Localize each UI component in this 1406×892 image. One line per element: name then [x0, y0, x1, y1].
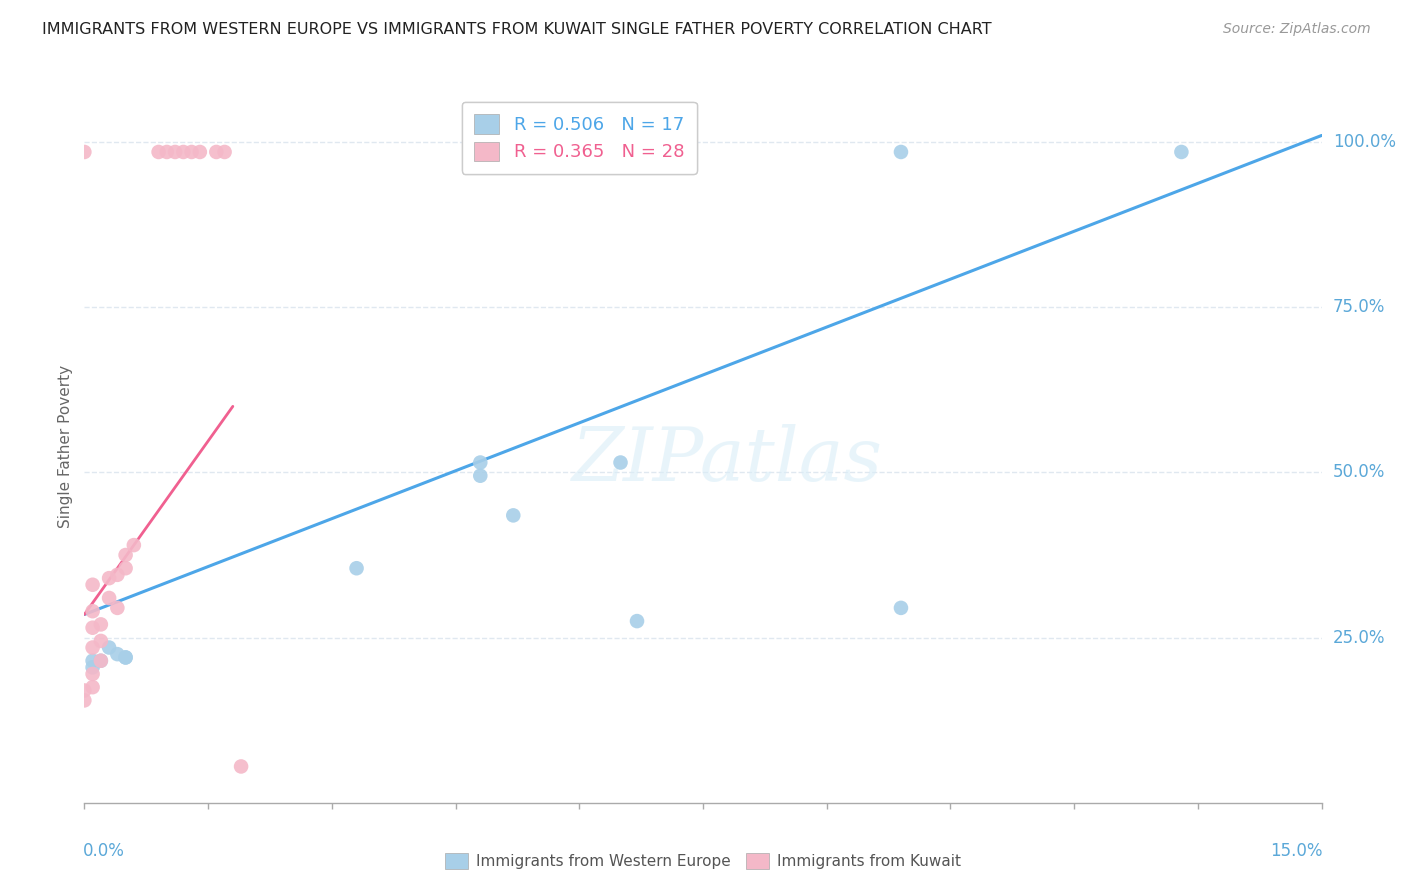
Point — [98, 640, 121, 655]
Point — [90, 654, 112, 668]
Point — [82, 604, 104, 618]
Point — [626, 145, 648, 159]
Text: 25.0%: 25.0% — [1333, 629, 1385, 647]
Point — [156, 145, 179, 159]
Point — [82, 660, 104, 674]
Point — [214, 145, 236, 159]
Point — [180, 145, 202, 159]
Point — [82, 621, 104, 635]
Point — [90, 634, 112, 648]
Point — [82, 640, 104, 655]
Point — [105, 647, 128, 661]
Point — [890, 600, 912, 615]
Point — [114, 548, 136, 562]
Point — [165, 145, 187, 159]
Point — [105, 600, 128, 615]
Point — [346, 561, 368, 575]
Point — [502, 508, 524, 523]
Point — [470, 456, 492, 470]
Text: Source: ZipAtlas.com: Source: ZipAtlas.com — [1223, 22, 1371, 37]
Legend: Immigrants from Western Europe, Immigrants from Kuwait: Immigrants from Western Europe, Immigran… — [439, 847, 967, 875]
Point — [98, 571, 121, 585]
Point — [105, 567, 128, 582]
Point — [188, 145, 211, 159]
Point — [73, 693, 96, 707]
Text: 0.0%: 0.0% — [83, 842, 125, 860]
Point — [172, 145, 194, 159]
Point — [609, 456, 631, 470]
Text: 15.0%: 15.0% — [1271, 842, 1323, 860]
Point — [73, 145, 96, 159]
Text: 50.0%: 50.0% — [1333, 464, 1385, 482]
Y-axis label: Single Father Poverty: Single Father Poverty — [58, 365, 73, 527]
Point — [122, 538, 145, 552]
Point — [470, 468, 492, 483]
Point — [90, 617, 112, 632]
Point — [73, 683, 96, 698]
Point — [90, 654, 112, 668]
Point — [890, 145, 912, 159]
Point — [205, 145, 228, 159]
Point — [114, 650, 136, 665]
Point — [82, 680, 104, 694]
Point — [114, 561, 136, 575]
Legend: R = 0.506   N = 17, R = 0.365   N = 28: R = 0.506 N = 17, R = 0.365 N = 28 — [461, 102, 697, 174]
Point — [626, 614, 648, 628]
Text: ZIPatlas: ZIPatlas — [572, 424, 883, 497]
Point — [114, 650, 136, 665]
Point — [98, 591, 121, 605]
Text: IMMIGRANTS FROM WESTERN EUROPE VS IMMIGRANTS FROM KUWAIT SINGLE FATHER POVERTY C: IMMIGRANTS FROM WESTERN EUROPE VS IMMIGR… — [42, 22, 991, 37]
Text: 75.0%: 75.0% — [1333, 298, 1385, 317]
Text: 100.0%: 100.0% — [1333, 133, 1396, 151]
Point — [1170, 145, 1192, 159]
Point — [82, 667, 104, 681]
Point — [82, 578, 104, 592]
Point — [148, 145, 170, 159]
Point — [229, 759, 252, 773]
Point — [82, 654, 104, 668]
